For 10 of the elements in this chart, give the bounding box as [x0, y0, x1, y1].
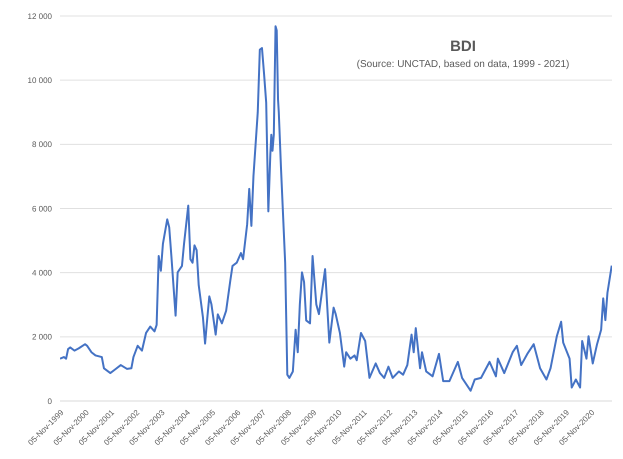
y-tick-label: 4 000 [32, 268, 53, 278]
y-tick-label: 6 000 [32, 204, 53, 214]
y-tick-label: 0 [48, 396, 53, 406]
text: BDI [449, 38, 477, 55]
line-series [60, 25, 612, 392]
y-tick-label: 8 000 [32, 140, 53, 150]
y-tick-label: 12 000 [28, 12, 53, 21]
text: (Source: UNCTAD, based on data, 1999 - 2021) [356, 59, 570, 70]
y-tick-label: 10 000 [28, 76, 53, 86]
y-tick-label: 2 000 [32, 332, 53, 342]
